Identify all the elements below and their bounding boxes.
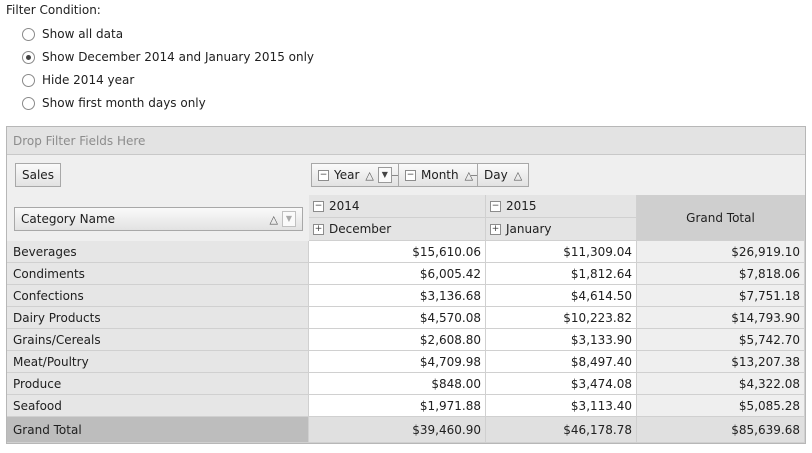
filter-drop-zone[interactable]: Drop Filter Fields Here [7,127,805,155]
value-cell: $10,223.82 [486,307,637,329]
option-label: Show December 2014 and January 2015 only [42,50,315,64]
month-label: January [506,222,552,236]
column-field-day[interactable]: Day △ [477,163,530,187]
row-header[interactable]: Confections [7,285,309,307]
grand-total-column-header: Grand Total [637,195,805,241]
radio-button-icon[interactable] [22,73,35,87]
row-field-category-name[interactable]: Category Name △ ▼ [14,207,303,231]
data-field-sales[interactable]: Sales [15,163,61,187]
sort-ascending-icon[interactable]: △ [464,168,474,182]
value-cell: $1,971.88 [309,395,486,417]
column-field-label: Year [334,168,360,182]
row-total-cell: $4,322.08 [637,373,805,395]
row-total-cell: $26,919.10 [637,241,805,263]
expand-icon[interactable]: + [313,223,324,235]
grand-total-header-label: Grand Total [686,210,755,225]
collapse-icon[interactable]: − [313,200,324,212]
column-field-year[interactable]: − Year △ ▼ [311,163,399,187]
row-header[interactable]: Grains/Cereals [7,329,309,351]
row-header[interactable]: Condiments [7,263,309,285]
value-cell: $1,812.64 [486,263,637,285]
grand-total-row-header: Grand Total [7,417,309,443]
value-cell: $3,113.40 [486,395,637,417]
row-header[interactable]: Dairy Products [7,307,309,329]
value-cell: $6,005.42 [309,263,486,285]
field-connector [471,175,477,176]
collapse-icon[interactable]: − [490,200,501,212]
collapse-icon[interactable]: − [405,169,416,181]
grand-total-overall-cell: $85,639.68 [637,417,805,443]
sort-ascending-icon[interactable]: △ [269,212,278,226]
column-header-december[interactable]: + December [309,218,486,241]
value-cell: $848.00 [309,373,486,395]
value-cell: $4,709.98 [309,351,486,373]
year-label: 2015 [506,199,537,213]
filter-condition-panel: Filter Condition: Show all data Show Dec… [6,0,806,126]
month-label: December [329,222,392,236]
column-header-january[interactable]: + January [486,218,637,241]
value-cell: $4,570.08 [309,307,486,329]
row-total-cell: $7,818.06 [637,263,805,285]
grand-total-cell: $46,178.78 [486,417,637,443]
expand-icon[interactable]: + [490,223,501,235]
filter-dropdown-icon[interactable]: ▼ [377,167,392,183]
value-cell: $3,133.90 [486,329,637,351]
sort-ascending-icon[interactable]: △ [365,168,374,182]
row-total-cell: $13,207.38 [637,351,805,373]
grand-total-cell: $39,460.90 [309,417,486,443]
option-hide-2014[interactable]: Hide 2014 year [22,71,134,89]
row-field-label: Category Name [21,212,116,226]
option-show-all[interactable]: Show all data [22,25,123,43]
radio-button-icon[interactable] [22,96,35,110]
row-header[interactable]: Beverages [7,241,309,263]
row-total-cell: $5,085.28 [637,395,805,417]
value-cell: $15,610.06 [309,241,486,263]
option-label: Show first month days only [42,96,206,110]
collapse-icon[interactable]: − [318,169,329,181]
option-show-dec-jan[interactable]: Show December 2014 and January 2015 only [22,48,314,66]
year-label: 2014 [329,199,360,213]
value-cell: $4,614.50 [486,285,637,307]
row-header[interactable]: Meat/Poultry [7,351,309,373]
column-field-month[interactable]: − Month △ [398,163,481,187]
row-total-cell: $7,751.18 [637,285,805,307]
pivot-grid: Drop Filter Fields Here Sales − Year △ ▼… [6,126,806,444]
filter-dropdown-icon[interactable]: ▼ [282,211,296,227]
option-first-month-days[interactable]: Show first month days only [22,94,206,112]
radio-button-icon[interactable] [22,27,35,41]
filter-condition-title: Filter Condition: [6,3,101,17]
value-cell: $8,497.40 [486,351,637,373]
row-total-cell: $14,793.90 [637,307,805,329]
radio-button-checked-icon[interactable] [22,50,35,64]
row-header[interactable]: Seafood [7,395,309,417]
value-cell: $3,136.68 [309,285,486,307]
data-field-label: Sales [22,168,54,182]
value-cell: $11,309.04 [486,241,637,263]
column-header-2014[interactable]: − 2014 [309,195,486,218]
column-header-2015[interactable]: − 2015 [486,195,637,218]
column-field-label: Day [484,168,508,182]
row-header[interactable]: Produce [7,373,309,395]
row-total-cell: $5,742.70 [637,329,805,351]
value-cell: $2,608.80 [309,329,486,351]
sort-ascending-icon[interactable]: △ [513,168,523,182]
value-cell: $3,474.08 [486,373,637,395]
field-connector [392,175,398,176]
column-field-label: Month [421,168,459,182]
option-label: Show all data [42,27,124,41]
option-label: Hide 2014 year [42,73,135,87]
